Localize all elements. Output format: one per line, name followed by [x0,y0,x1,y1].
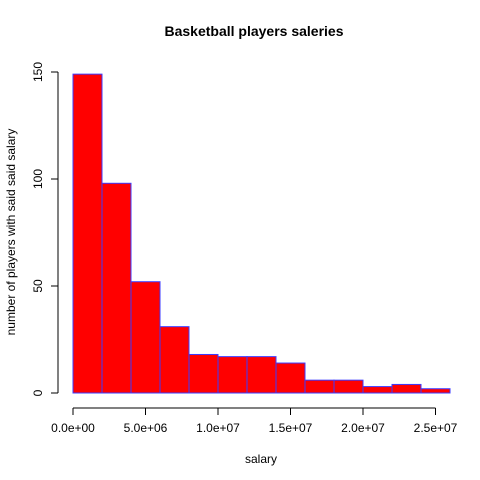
x-tick-label: 2.5e+07 [414,421,458,435]
x-tick-label: 1.0e+07 [196,421,240,435]
x-tick-label: 1.5e+07 [269,421,313,435]
histogram-bar [72,73,103,394]
histogram-bar [188,353,219,394]
x-tick-label: 0.0e+00 [51,421,95,435]
histogram-bar [391,383,422,394]
histogram-bar [333,379,364,394]
y-axis: 0 50 100 150 [31,62,59,396]
x-tick-label: 5.0e+06 [124,421,168,435]
chart-title: Basketball players saleries [164,23,343,39]
histogram-bar [362,386,393,394]
histogram-bar [101,182,132,394]
histogram-bar [246,356,277,394]
x-tick-label: 2.0e+07 [341,421,385,435]
y-tick-label: 150 [31,62,45,82]
y-axis-label: number of players with said said salary [4,129,18,336]
histogram-bar [217,356,248,394]
x-axis: 0.0e+00 5.0e+06 1.0e+07 1.5e+07 2.0e+07 2.5e+… [51,407,458,435]
y-tick-label: 0 [31,389,45,396]
bars-group [72,73,451,394]
histogram-bar [275,362,306,394]
histogram-bar [304,379,335,394]
y-tick-label: 100 [31,169,45,189]
y-tick-label: 50 [31,279,45,293]
x-axis-label: salary [245,452,277,466]
histogram-bar [420,388,451,394]
histogram-bar [130,281,161,394]
histogram-bar [159,326,190,394]
